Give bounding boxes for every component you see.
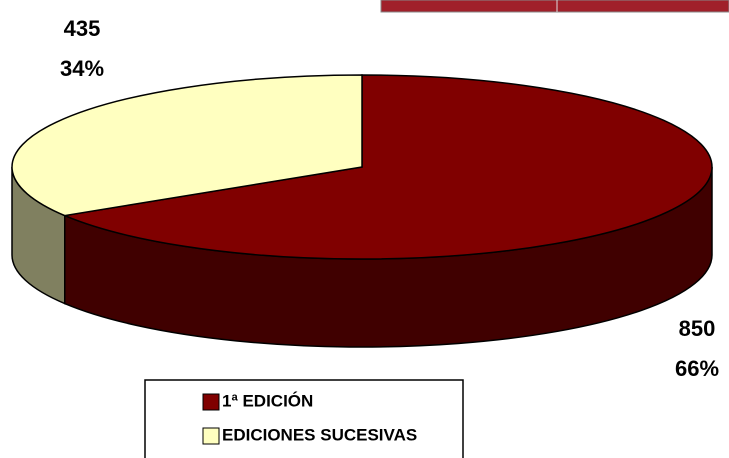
- legend-label: 1ª EDICIÓN: [222, 391, 313, 410]
- legend-swatch: [202, 393, 220, 411]
- value-label: 850: [679, 316, 716, 341]
- percent-label: 34%: [60, 56, 104, 81]
- legend-swatch: [202, 427, 220, 445]
- legend: [144, 379, 464, 458]
- slice: [11, 74, 363, 217]
- value-label: 435: [64, 16, 101, 41]
- header-bar: [380, 0, 729, 13]
- pie: [11, 74, 713, 348]
- legend-label: EDICIONES SUCESIVAS: [222, 425, 417, 444]
- percent-label: 66%: [675, 356, 719, 381]
- slice: [62, 74, 713, 260]
